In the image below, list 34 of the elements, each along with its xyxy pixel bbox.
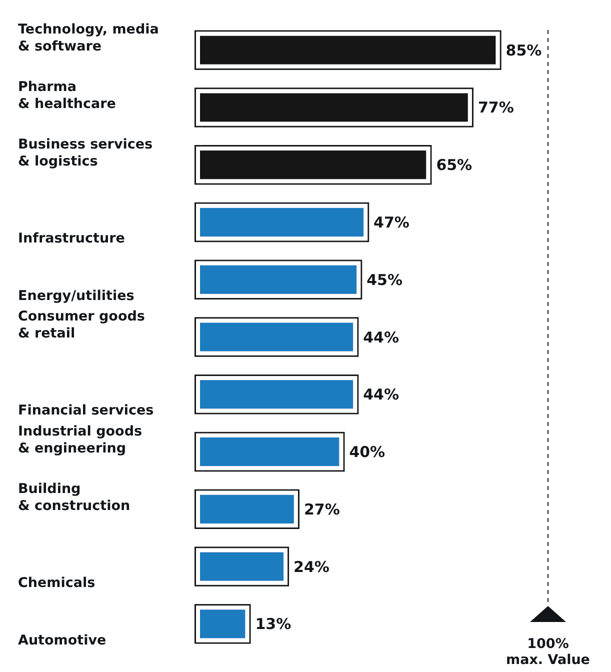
data-label: 27% [304, 500, 340, 518]
y-tick-label: Infrastructure [18, 230, 125, 247]
bar [200, 150, 426, 180]
data-label: 77% [478, 98, 514, 117]
bar [200, 494, 294, 524]
y-tick-label: Automotive [18, 632, 106, 648]
data-label: 44% [363, 386, 400, 404]
data-label: 13% [255, 615, 292, 634]
bar [200, 610, 246, 638]
y-tick-label: Industrial goods & engineering [18, 423, 142, 456]
data-label: 45% [366, 270, 403, 289]
y-tick-label: Building & construction [18, 480, 130, 514]
bar [200, 208, 364, 237]
y-tick-label: Chemicals [18, 574, 96, 591]
y-tick-label: Energy/utilities [18, 288, 134, 304]
bar [200, 322, 354, 352]
bar [200, 93, 468, 122]
bar [200, 36, 496, 64]
y-tick-label: Technology, media & software [18, 22, 159, 55]
bar [200, 265, 357, 294]
data-label: 44% [363, 328, 400, 346]
y-tick-label: Pharma & healthcare [18, 79, 116, 112]
bar [200, 437, 340, 466]
data-label: 40% [349, 443, 386, 462]
bar [200, 552, 284, 581]
y-tick-label: Financial services [18, 402, 154, 419]
bar [200, 380, 354, 409]
data-label: 47% [374, 213, 410, 232]
y-tick-label: Consumer goods & retail [18, 308, 145, 342]
data-label: 65% [436, 156, 472, 174]
data-label: 85% [506, 41, 542, 60]
data-label: 24% [294, 558, 330, 576]
ref-line-label: 100% max. Value [506, 636, 590, 668]
y-tick-label: Business services & logistics [18, 136, 153, 170]
